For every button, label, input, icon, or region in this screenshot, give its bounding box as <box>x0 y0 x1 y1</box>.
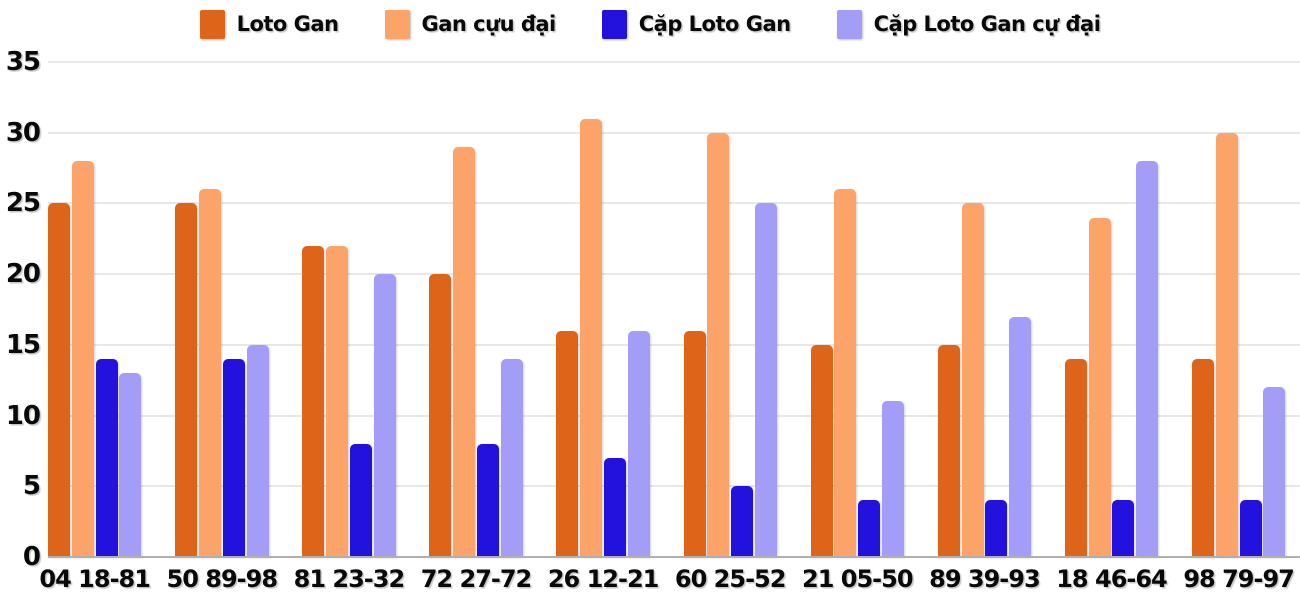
bar-loto-gan-7 <box>937 344 960 557</box>
x-axis-label-2: 81 23-32 <box>293 565 406 593</box>
bar-gan-cuu-dai-5 <box>707 132 730 557</box>
bar-cap-loto-gan-cu-dai-2 <box>373 274 396 557</box>
bar-loto-gan-0 <box>48 203 70 557</box>
y-axis-label-15: 15 <box>5 329 41 360</box>
bar-cap-loto-gan-0 <box>95 359 118 557</box>
x-axis-label-1: 50 89-98 <box>166 565 279 593</box>
legend-item-cap-loto-gan[interactable]: Cặp Loto Gan <box>601 9 791 39</box>
gridline-0 <box>48 556 1300 558</box>
bar-cap-loto-gan-7 <box>985 500 1008 557</box>
gridline-5 <box>48 485 1300 488</box>
legend-swatch-loto-gan <box>199 9 225 39</box>
bar-cap-loto-gan-4 <box>604 458 626 557</box>
bar-loto-gan-4 <box>556 330 579 557</box>
x-axis-label-8: 18 46-64 <box>1056 565 1168 593</box>
gridline-20 <box>48 273 1300 276</box>
bar-cap-loto-gan-cu-dai-9 <box>1263 387 1286 557</box>
bar-loto-gan-3 <box>429 274 452 557</box>
x-axis-label-5: 60 25-52 <box>674 565 787 593</box>
bar-cap-loto-gan-cu-dai-1 <box>246 344 269 557</box>
y-axis-label-5: 5 <box>22 471 41 502</box>
legend-swatch-cap-loto-gan <box>601 9 627 39</box>
gridline-15 <box>48 343 1300 346</box>
bar-gan-cuu-dai-4 <box>580 118 603 557</box>
bar-gan-cuu-dai-8 <box>1088 217 1111 557</box>
legend-label-cap-loto-gan: Cặp Loto Gan <box>638 12 791 36</box>
bar-cap-loto-gan-cu-dai-4 <box>627 330 650 557</box>
bar-cap-loto-gan-cu-dai-3 <box>500 359 523 557</box>
bar-loto-gan-8 <box>1064 359 1087 557</box>
legend-label-loto-gan: Loto Gan <box>236 12 339 36</box>
y-axis-label-10: 10 <box>5 400 41 431</box>
bar-cap-loto-gan-cu-dai-8 <box>1136 161 1159 557</box>
bar-cap-loto-gan-3 <box>476 443 499 557</box>
legend-item-cap-loto-gan-cu-dai[interactable]: Cặp Loto Gan cự đại <box>836 9 1101 39</box>
bar-loto-gan-1 <box>175 203 198 557</box>
bar-cap-loto-gan-cu-dai-5 <box>754 203 777 557</box>
bar-loto-gan-2 <box>302 245 325 557</box>
bar-gan-cuu-dai-2 <box>326 245 348 557</box>
y-axis-label-25: 25 <box>5 188 41 219</box>
bar-cap-loto-gan-cu-dai-7 <box>1009 316 1032 557</box>
bar-gan-cuu-dai-6 <box>834 189 857 557</box>
gridline-10 <box>48 414 1300 417</box>
x-axis-label-0: 04 18-81 <box>39 565 151 593</box>
gridline-30 <box>48 131 1300 134</box>
bar-gan-cuu-dai-9 <box>1215 132 1238 557</box>
y-axis-label-0: 0 <box>22 542 41 572</box>
bar-cap-loto-gan-1 <box>222 359 245 557</box>
bar-cap-loto-gan-5 <box>731 486 754 557</box>
legend-swatch-cap-loto-gan-cu-dai <box>836 9 862 39</box>
bar-cap-loto-gan-6 <box>858 500 881 557</box>
legend-item-gan-cuu-dai[interactable]: Gan cựu đại <box>384 9 557 39</box>
bar-cap-loto-gan-8 <box>1112 500 1135 557</box>
legend-label-cap-loto-gan-cu-dai: Cặp Loto Gan cự đại <box>873 12 1101 36</box>
y-axis-label-35: 35 <box>5 47 41 77</box>
bar-gan-cuu-dai-7 <box>961 203 984 557</box>
x-axis-label-6: 21 05-50 <box>802 565 914 593</box>
bar-gan-cuu-dai-1 <box>198 189 221 557</box>
y-axis-label-30: 30 <box>5 117 41 148</box>
bar-cap-loto-gan-9 <box>1239 500 1262 557</box>
legend-swatch-gan-cuu-dai <box>384 9 410 39</box>
x-axis-label-7: 89 39-93 <box>929 565 1041 593</box>
y-axis-label-20: 20 <box>5 259 41 290</box>
bar-cap-loto-gan-cu-dai-0 <box>119 373 142 557</box>
bar-loto-gan-5 <box>683 330 706 557</box>
bar-loto-gan-6 <box>810 344 833 557</box>
bar-gan-cuu-dai-3 <box>453 146 476 557</box>
x-axis-label-4: 26 12-21 <box>547 565 660 593</box>
gridline-35 <box>48 61 1300 63</box>
legend-label-gan-cuu-dai: Gan cựu đại <box>421 12 557 36</box>
bar-gan-cuu-dai-0 <box>71 161 94 557</box>
x-axis-label-3: 72 27-72 <box>420 565 533 593</box>
bar-cap-loto-gan-2 <box>349 443 372 557</box>
gridline-25 <box>48 202 1300 205</box>
chart-legend: Loto Gan Gan cựu đại Cặp Loto Gan Cặp Loto … <box>0 6 1300 42</box>
bar-cap-loto-gan-cu-dai-6 <box>882 401 904 557</box>
x-axis-label-9: 98 79-97 <box>1183 565 1295 593</box>
bar-loto-gan-9 <box>1191 359 1214 557</box>
legend-item-loto-gan[interactable]: Loto Gan <box>199 9 339 39</box>
